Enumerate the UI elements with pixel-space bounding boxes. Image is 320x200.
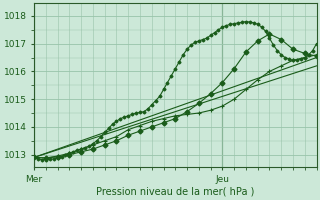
X-axis label: Pression niveau de la mer( hPa ): Pression niveau de la mer( hPa ) bbox=[96, 187, 254, 197]
